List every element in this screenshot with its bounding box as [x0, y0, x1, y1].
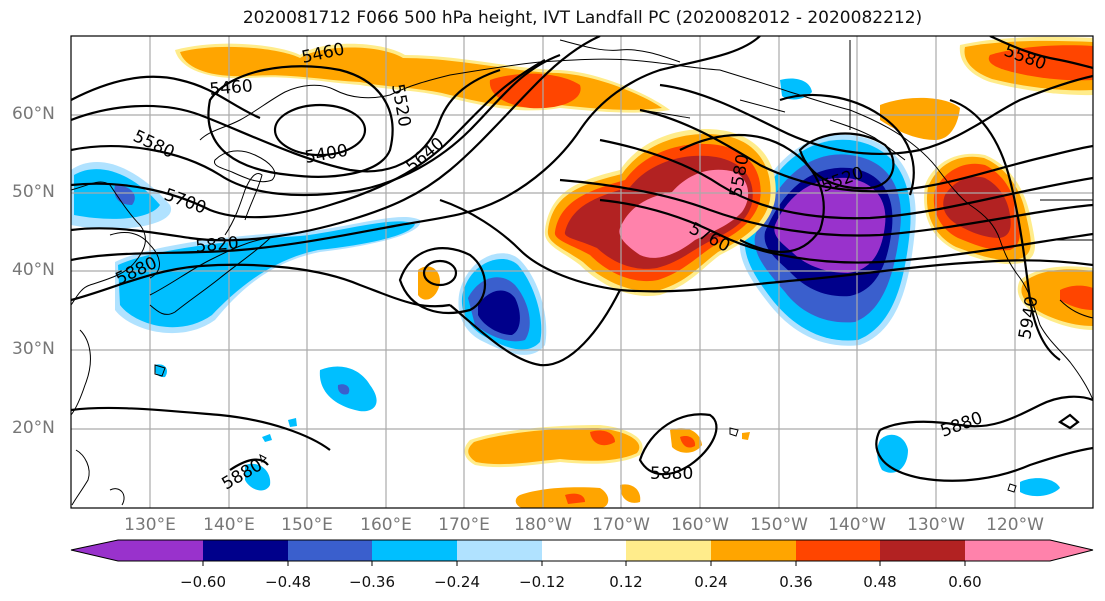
colorbar-tick-label: 0.12	[609, 573, 643, 591]
colorbar-tick-label: −0.36	[349, 573, 395, 591]
lat-label-20n: 20°N	[12, 418, 55, 438]
map-title: 2020081712 F066 500 hPa height, IVT Land…	[242, 8, 923, 28]
ivt-shading	[71, 36, 1093, 508]
lat-label-60n: 60°N	[12, 104, 55, 124]
colorbar-tick-label: 0.36	[779, 573, 813, 591]
colorbar-tick-label: −0.48	[265, 573, 311, 591]
colorbar-segment	[626, 540, 711, 561]
lon-label: 130°E	[124, 515, 176, 535]
lon-label: 150°E	[281, 515, 333, 535]
height-contours	[71, 36, 1093, 482]
colorbar-segment	[880, 540, 965, 561]
map-frame	[70, 35, 1094, 509]
colorbar-tick-label: −0.60	[180, 573, 226, 591]
colorbar-extend-high	[1050, 540, 1093, 561]
colorbar-segment	[965, 540, 1050, 561]
lon-label: 170°W	[592, 515, 650, 535]
colorbar-segment	[542, 540, 626, 561]
colorbar-tick-label: −0.24	[434, 573, 480, 591]
colorbar-outline	[70, 539, 1094, 562]
colorbar-segment	[372, 540, 457, 561]
colorbar-segment	[203, 540, 288, 561]
contour-label: 5880	[650, 464, 693, 484]
lon-label: 180°W	[514, 515, 572, 535]
colorbar-tick-label: 0.48	[863, 573, 897, 591]
colorbar-segment	[457, 540, 542, 561]
colorbar-extend-low	[71, 540, 118, 561]
negative-anomaly-japan	[71, 78, 1060, 497]
lon-label: 160°W	[671, 515, 729, 535]
colorbar-tick-label: 0.60	[948, 573, 982, 591]
contour-label: 5820	[195, 233, 240, 257]
lon-label: 140°E	[203, 515, 255, 535]
positive-anomaly-shading	[175, 36, 1093, 508]
lon-label: 160°E	[360, 515, 412, 535]
colorbar-segment	[288, 540, 372, 561]
lon-label: 150°W	[750, 515, 808, 535]
lat-label-50n: 50°N	[12, 182, 55, 202]
colorbar-tick-label: −0.12	[519, 573, 565, 591]
lon-label: 140°W	[828, 515, 886, 535]
graticule	[71, 36, 1093, 508]
colorbar-segment	[796, 540, 880, 561]
lon-label: 170°E	[438, 515, 490, 535]
colorbar-segment	[118, 540, 203, 561]
colorbar-tick-label: 0.24	[694, 573, 728, 591]
colorbar-segment	[711, 540, 796, 561]
lon-label: 130°W	[907, 515, 965, 535]
lat-label-30n: 30°N	[12, 339, 55, 359]
colorbar	[70, 539, 1094, 566]
lat-label-40n: 40°N	[12, 260, 55, 280]
contour-label: 5460	[209, 76, 254, 100]
lon-label: 120°W	[986, 515, 1044, 535]
